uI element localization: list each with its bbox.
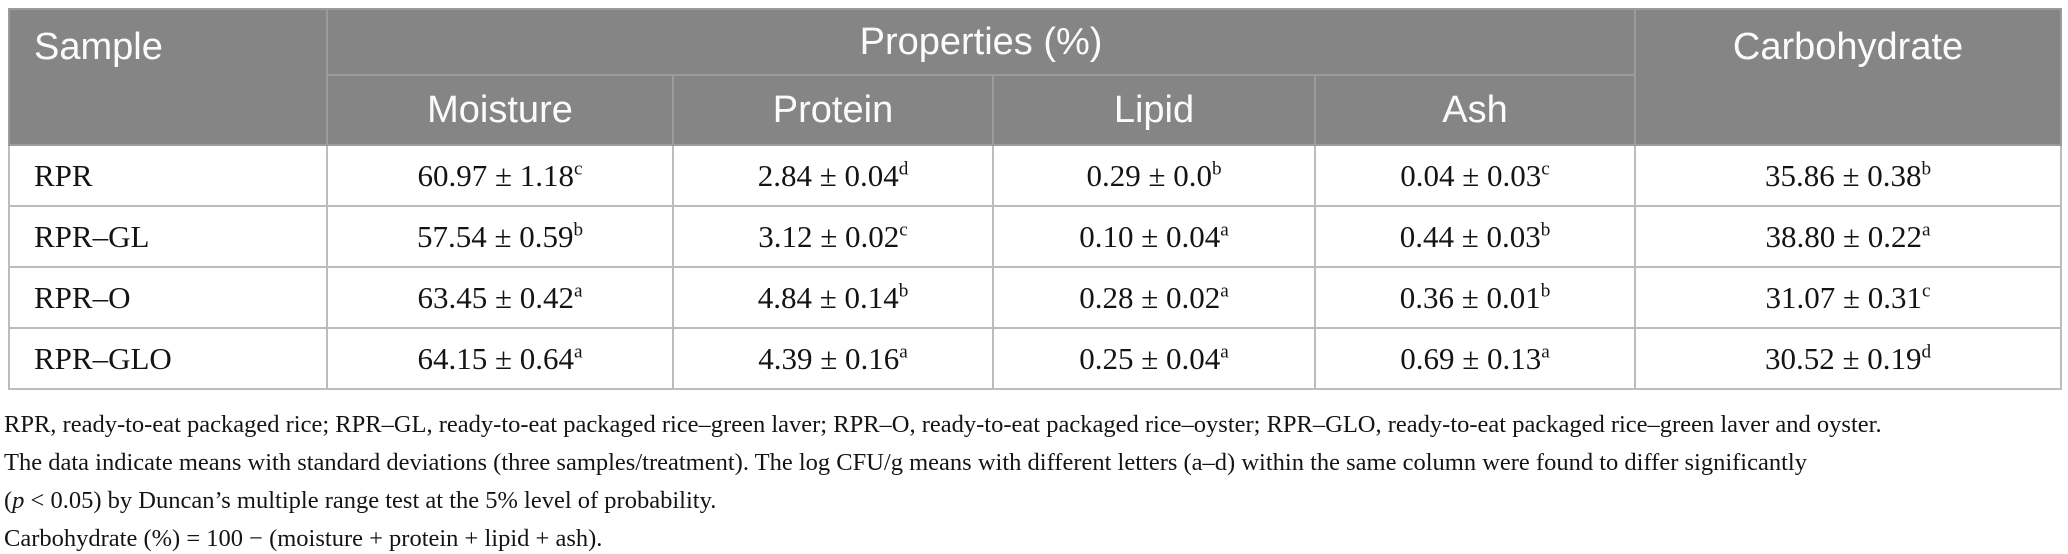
cell-ash: 0.36 ± 0.01b (1313, 266, 1637, 329)
cell-superscript: a (1541, 341, 1550, 363)
cell-value: 0.10 ± 0.04 (1079, 218, 1221, 254)
cell-ash: 0.04 ± 0.03c (1313, 144, 1637, 207)
cell-value: 60.97 ± 1.18 (417, 157, 574, 193)
cell-value: 57.54 ± 0.59 (416, 218, 574, 254)
table-header: Sample Properties (%) Carbohydrate Moist… (8, 8, 2063, 146)
footnote-text: < 0.05) by Duncan’s multiple range test … (24, 487, 717, 514)
cell-superscript: a (1220, 341, 1229, 363)
proximate-composition-table: Sample Properties (%) Carbohydrate Moist… (8, 8, 2063, 390)
cell-moisture: 64.15 ± 0.64a (326, 327, 674, 390)
cell-value: 4.84 ± 0.14 (757, 279, 899, 315)
sample-label: RPR–GL (8, 205, 328, 268)
cell-value: 0.69 ± 0.13 (1400, 340, 1542, 376)
sample-label: RPR (8, 144, 328, 207)
cell-value: 0.04 ± 0.03 (1400, 157, 1542, 193)
cell-moisture: 57.54 ± 0.59b (326, 205, 674, 268)
cell-value: 35.86 ± 0.38 (1764, 157, 1922, 193)
cell-superscript: b (1921, 158, 1932, 180)
cell-superscript: a (1922, 219, 1931, 241)
header-sub-row: Moisture Protein Lipid Ash (9, 74, 2061, 146)
cell-carbohydrate: 38.80 ± 0.22a (1634, 205, 2063, 268)
cell-value: 2.84 ± 0.04 (757, 157, 899, 193)
cell-lipid: 0.25 ± 0.04a (992, 327, 1316, 390)
footnote-statistics-part2: (p < 0.05) by Duncan’s multiple range te… (4, 482, 2068, 520)
column-header-ash: Ash (1313, 74, 1637, 146)
cell-value: 0.29 ± 0.0 (1086, 157, 1212, 193)
cell-superscript: c (1541, 158, 1550, 180)
footnote-carbohydrate-formula: Carbohydrate (%) = 100 − (moisture + pro… (4, 525, 603, 552)
column-header-properties-group: Properties (%) (325, 8, 1637, 76)
cell-superscript: a (1220, 280, 1229, 302)
cell-value: 4.39 ± 0.16 (758, 340, 900, 376)
cell-superscript: a (1220, 219, 1229, 241)
cell-superscript: d (1921, 341, 1932, 363)
cell-lipid: 0.29 ± 0.0b (992, 144, 1316, 207)
sample-label: RPR–GLO (8, 327, 328, 390)
cell-ash: 0.69 ± 0.13a (1313, 327, 1637, 390)
cell-superscript: a (573, 341, 583, 363)
cell-protein: 2.84 ± 0.04d (672, 144, 994, 207)
cell-value: 3.12 ± 0.02 (758, 218, 900, 254)
column-header-lipid: Lipid (992, 74, 1316, 146)
cell-superscript: b (573, 219, 584, 241)
table-row-rpr: RPR 60.97 ± 1.18c 2.84 ± 0.04d 0.29 ± 0.… (8, 144, 2063, 207)
cell-protein: 3.12 ± 0.02c (672, 205, 994, 268)
cell-superscript: b (1540, 219, 1551, 241)
footnote-abbreviations: RPR, ready-to-eat packaged rice; RPR–GL,… (4, 411, 1882, 438)
table-footnotes: RPR, ready-to-eat packaged rice; RPR–GL,… (4, 406, 2068, 554)
column-header-protein: Protein (672, 74, 994, 146)
cell-superscript: c (1922, 280, 1931, 302)
column-header-carbohydrate: Carbohydrate (1634, 8, 2063, 146)
cell-value: 31.07 ± 0.31 (1765, 279, 1923, 315)
table-body: RPR 60.97 ± 1.18c 2.84 ± 0.04d 0.29 ± 0.… (8, 144, 2063, 390)
cell-value: 38.80 ± 0.22 (1765, 218, 1923, 254)
cell-superscript: b (898, 280, 909, 302)
cell-superscript: c (573, 158, 583, 180)
cell-lipid: 0.10 ± 0.04a (992, 205, 1316, 268)
cell-protein: 4.39 ± 0.16a (672, 327, 994, 390)
footnote-statistics-part1: The data indicate means with standard de… (4, 449, 1807, 476)
cell-carbohydrate: 31.07 ± 0.31c (1634, 266, 2063, 329)
cell-value: 64.15 ± 0.64 (417, 340, 574, 376)
cell-protein: 4.84 ± 0.14b (672, 266, 994, 329)
table-row-rpr-glo: RPR–GLO 64.15 ± 0.64a 4.39 ± 0.16a 0.25 … (8, 327, 2063, 390)
cell-superscript: b (1211, 158, 1222, 180)
footnote-italic-p: p (12, 487, 25, 514)
cell-carbohydrate: 30.52 ± 0.19d (1634, 327, 2063, 390)
cell-moisture: 63.45 ± 0.42a (326, 266, 674, 329)
cell-superscript: a (899, 341, 908, 363)
cell-value: 0.28 ± 0.02 (1079, 279, 1221, 315)
header-group-row: Sample Properties (%) Carbohydrate (8, 8, 2063, 146)
sample-label: RPR–O (8, 266, 328, 329)
cell-lipid: 0.28 ± 0.02a (992, 266, 1316, 329)
table-row-rpr-o: RPR–O 63.45 ± 0.42a 4.84 ± 0.14b 0.28 ± … (8, 266, 2063, 329)
cell-value: 0.25 ± 0.04 (1079, 340, 1221, 376)
cell-superscript: b (1540, 280, 1551, 302)
footnote-text: ( (4, 487, 13, 514)
cell-superscript: d (898, 158, 909, 180)
column-header-sample: Sample (8, 8, 328, 146)
cell-value: 63.45 ± 0.42 (417, 279, 574, 315)
cell-moisture: 60.97 ± 1.18c (326, 144, 674, 207)
cell-superscript: a (573, 280, 583, 302)
cell-value: 0.36 ± 0.01 (1399, 279, 1541, 315)
cell-ash: 0.44 ± 0.03b (1313, 205, 1637, 268)
cell-superscript: c (899, 219, 908, 241)
cell-value: 30.52 ± 0.19 (1764, 340, 1922, 376)
cell-carbohydrate: 35.86 ± 0.38b (1634, 144, 2063, 207)
table-row-rpr-gl: RPR–GL 57.54 ± 0.59b 3.12 ± 0.02c 0.10 ±… (8, 205, 2063, 268)
column-header-moisture: Moisture (326, 74, 674, 146)
cell-value: 0.44 ± 0.03 (1399, 218, 1541, 254)
